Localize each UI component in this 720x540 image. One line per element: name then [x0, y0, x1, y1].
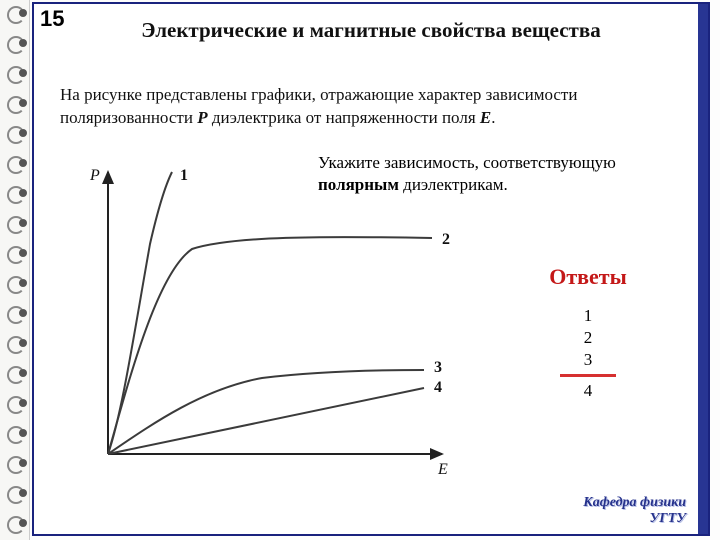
question-text: На рисунке представлены графики, отражаю… [60, 84, 675, 130]
answers-heading: Ответы [498, 264, 678, 290]
svg-text:4: 4 [434, 379, 442, 396]
question-line2-mid: диэлектрика от напряженности поля [208, 108, 480, 127]
spiral-binding [0, 0, 30, 540]
footer-credit: Кафедра физики УГТУ [583, 495, 686, 526]
svg-text:3: 3 [434, 359, 442, 376]
answer-option-1[interactable]: 1 [498, 306, 678, 326]
svg-text:P: P [89, 167, 100, 184]
right-decor-bar [698, 4, 708, 534]
answer-option-4[interactable]: 4 [498, 381, 678, 401]
question-line2-pre: поляризованности [60, 108, 197, 127]
answers-options: 1 2 3 4 [498, 306, 678, 401]
answer-separator [560, 374, 616, 377]
side-line1: Укажите зависимость, соответствующую [318, 153, 616, 172]
chart-svg: P E 1 2 3 4 [62, 154, 462, 484]
answers-block: Ответы 1 2 3 4 [498, 264, 678, 403]
footer-line2: УГТУ [650, 511, 687, 526]
slide-content: 15 Электрические и магнитные свойства ве… [32, 2, 710, 536]
svg-text:1: 1 [180, 167, 188, 184]
question-line2-end: . [491, 108, 495, 127]
question-line1: На рисунке представлены графики, отражаю… [60, 85, 577, 104]
svg-text:E: E [437, 461, 448, 478]
svg-text:2: 2 [442, 231, 450, 248]
answer-option-3[interactable]: 3 [498, 350, 678, 370]
answer-option-2[interactable]: 2 [498, 328, 678, 348]
question-P: P [197, 108, 207, 127]
question-E: E [480, 108, 491, 127]
side-instruction: Укажите зависимость, соответствующую пол… [318, 152, 698, 196]
page-title: Электрические и магнитные свойства вещес… [34, 4, 708, 43]
slide-number: 15 [40, 6, 64, 32]
chart: P E 1 2 3 4 [62, 154, 462, 484]
side-bold: полярным [318, 175, 399, 194]
footer-line1: Кафедра физики [583, 495, 686, 510]
side-line2-end: диэлектрикам. [399, 175, 508, 194]
